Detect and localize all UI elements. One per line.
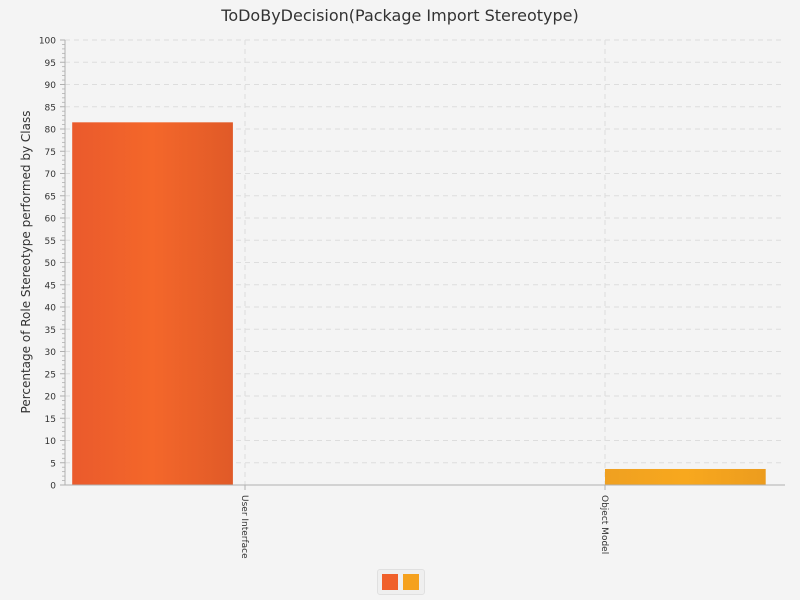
y-tick-label: 95	[45, 59, 56, 69]
y-tick-label: 40	[45, 304, 57, 314]
y-tick-label: 0	[50, 482, 56, 492]
y-tick-label: 75	[45, 148, 56, 158]
y-tick-label: 50	[45, 259, 57, 269]
bar-series-2-1	[605, 468, 766, 485]
y-tick-label: 30	[45, 348, 57, 358]
bars	[72, 122, 766, 485]
chart-title: ToDoByDecision(Package Import Stereotype…	[221, 6, 579, 25]
y-tick-label: 35	[45, 326, 56, 336]
legend-swatch-series-1	[382, 574, 398, 590]
y-tick-label: 5	[50, 459, 56, 469]
y-tick-label: 45	[45, 281, 56, 291]
y-tick-label: 25	[45, 370, 56, 380]
x-tick-label: User Interface	[239, 495, 249, 559]
axes: 0 5 10 15 20 25 30 35 40 45 50 55 60 65 70 75 80 85 90 95 10…	[39, 37, 785, 559]
y-axis-label: Percentage of Role Stereotype performed …	[19, 111, 33, 414]
y-tick-label: 55	[45, 237, 56, 247]
x-tick-label: Object Model	[599, 495, 609, 554]
legend-swatch-series-2	[403, 574, 419, 590]
y-tick-label: 20	[45, 393, 57, 403]
y-tick-label: 60	[45, 215, 57, 225]
y-tick-label: 10	[45, 437, 57, 447]
y-tick-label: 15	[45, 415, 56, 425]
y-tick-label: 85	[45, 103, 56, 113]
bar-series-1-0	[72, 122, 233, 485]
legend	[377, 569, 425, 595]
y-tick-label: 70	[45, 170, 57, 180]
y-tick-label: 80	[45, 126, 57, 136]
y-tick-label: 100	[39, 37, 56, 47]
y-tick-label: 90	[45, 81, 57, 91]
y-tick-label: 65	[45, 192, 56, 202]
